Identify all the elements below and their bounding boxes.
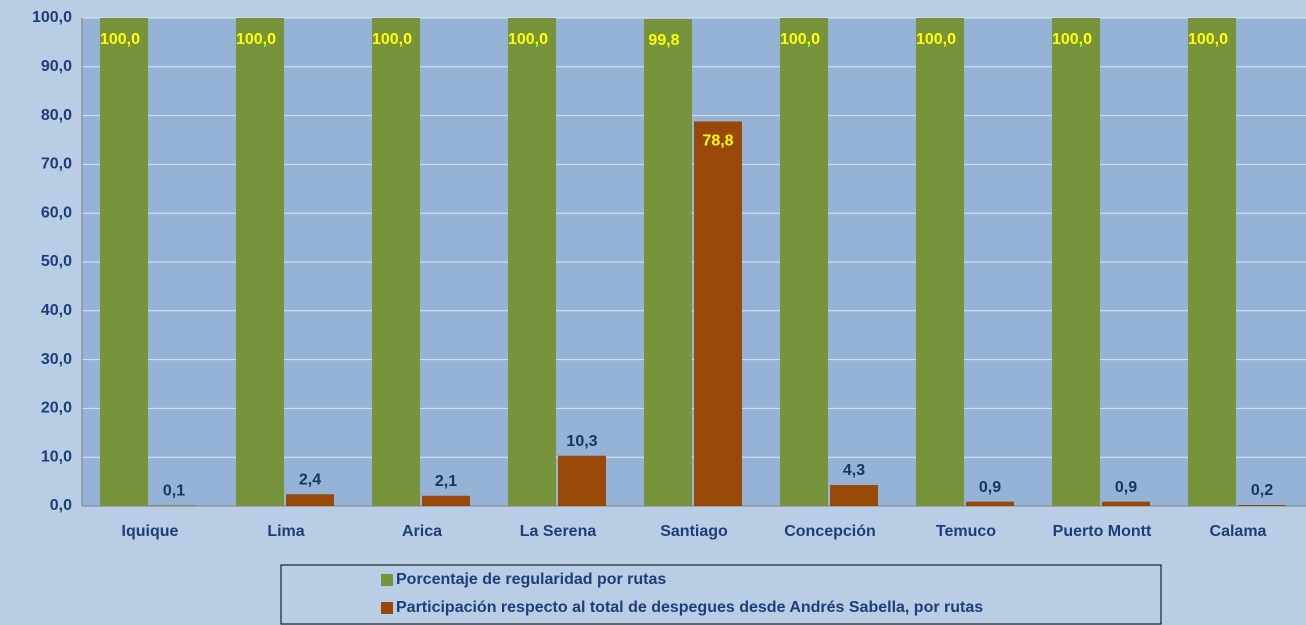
y-tick-label: 100,0 (32, 9, 72, 26)
bar (966, 501, 1014, 506)
data-label: 4,3 (843, 462, 865, 479)
bar (1188, 18, 1236, 506)
bar (422, 495, 470, 506)
y-tick-label: 70,0 (41, 156, 72, 173)
data-label: 100,0 (780, 31, 820, 48)
x-tick-label: Calama (1210, 523, 1267, 540)
x-tick-label: La Serena (520, 523, 597, 540)
legend-swatch (381, 574, 393, 586)
y-tick-label: 0,0 (50, 497, 72, 514)
bar (1102, 501, 1150, 506)
y-tick-label: 50,0 (41, 253, 72, 270)
bar (916, 18, 964, 506)
data-label: 100,0 (1052, 31, 1092, 48)
bar (286, 494, 334, 506)
y-tick-label: 40,0 (41, 302, 72, 319)
x-tick-label: Concepción (784, 523, 876, 540)
bar (1238, 505, 1286, 506)
data-label: 78,8 (702, 133, 733, 150)
y-tick-label: 10,0 (41, 448, 72, 465)
bar (508, 18, 556, 506)
bar (694, 121, 742, 507)
data-label: 2,1 (435, 473, 457, 490)
legend-label: Participación respecto al total de despe… (396, 599, 983, 616)
data-label: 10,3 (566, 433, 597, 450)
y-tick-label: 20,0 (41, 400, 72, 417)
x-tick-label: Santiago (660, 523, 728, 540)
data-label: 0,9 (1115, 479, 1137, 496)
x-tick-label: Lima (267, 523, 304, 540)
bar (100, 18, 148, 506)
bar (372, 18, 420, 506)
data-label: 2,4 (299, 472, 321, 489)
data-label: 99,8 (648, 32, 679, 49)
data-label: 0,2 (1251, 482, 1273, 499)
data-label: 100,0 (508, 31, 548, 48)
legend-label: Porcentaje de regularidad por rutas (396, 571, 666, 588)
legend-swatch (381, 602, 393, 614)
data-label: 100,0 (372, 31, 412, 48)
data-label: 0,9 (979, 479, 1001, 496)
y-tick-label: 90,0 (41, 58, 72, 75)
bar (236, 18, 284, 506)
data-label: 100,0 (236, 31, 276, 48)
data-label: 100,0 (916, 31, 956, 48)
data-label: 100,0 (1188, 31, 1228, 48)
x-tick-label: Temuco (936, 523, 996, 540)
x-tick-label: Puerto Montt (1053, 523, 1152, 540)
bar (780, 18, 828, 506)
bar (644, 18, 692, 506)
data-label: 100,0 (100, 31, 140, 48)
bar (558, 455, 606, 506)
x-tick-label: Iquique (122, 523, 179, 540)
legend (280, 564, 1162, 625)
data-label: 0,1 (163, 483, 185, 500)
x-tick-label: Arica (402, 523, 442, 540)
y-tick-label: 60,0 (41, 204, 72, 221)
y-tick-label: 30,0 (41, 351, 72, 368)
bar (830, 485, 878, 506)
bar (1052, 18, 1100, 506)
y-tick-label: 80,0 (41, 107, 72, 124)
